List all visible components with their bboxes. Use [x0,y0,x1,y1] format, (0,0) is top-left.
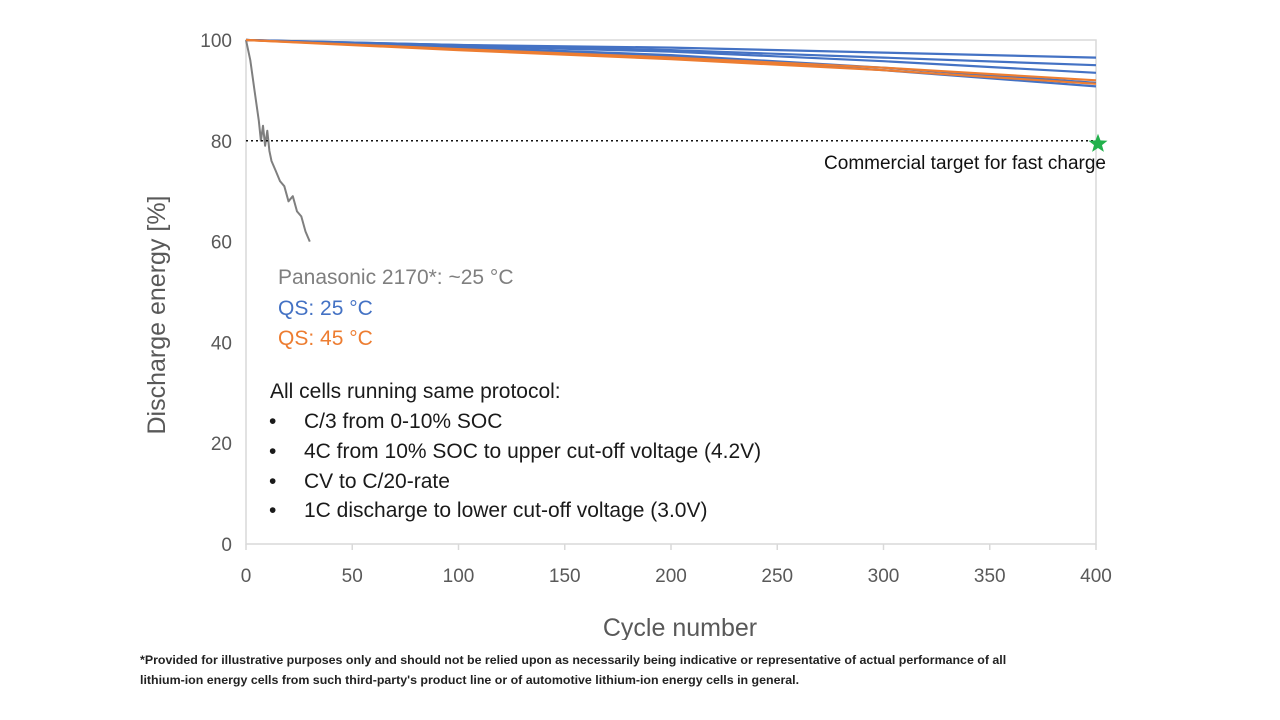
x-tick-label: 400 [1080,566,1112,587]
target-star-icon [1088,133,1108,152]
footnote-line: lithium-ion energy cells from such third… [140,673,800,687]
protocol-item: 4C from 10% SOC to upper cut-off voltage… [304,440,761,463]
protocol-annotation: All cells running same protocol: • C/3 f… [269,380,761,522]
axis-ticks: 0 50 100 150 200 250 300 350 400 0 20 40 60 80 100 [200,31,1112,587]
y-tick-label: 100 [200,31,232,52]
legend-qs-25c: QS: 25 °C [278,297,373,320]
legend: Panasonic 2170*: ~25 °C QS: 25 °C QS: 45… [278,266,513,350]
protocol-item: CV to C/20-rate [304,470,450,493]
y-axis-title: Discharge energy [%] [143,195,171,434]
x-tick-label: 200 [655,566,687,587]
legend-panasonic: Panasonic 2170*: ~25 °C [278,266,513,289]
x-tick-label: 0 [241,566,252,587]
series-line [245,39,311,242]
y-tick-label: 20 [211,434,232,455]
protocol-bullet: • [269,440,276,463]
series-lines [245,38,1097,242]
series-line [245,38,1097,85]
protocol-bullet: • [269,499,276,522]
footnote-line: *Provided for illustrative purposes only… [140,653,1007,667]
plot-area [245,39,1097,545]
protocol-item: 1C discharge to lower cut-off voltage (3… [304,499,707,522]
x-tick-label: 50 [342,566,363,587]
chart: 0 50 100 150 200 250 300 350 400 0 20 40 60 80 100 Com… [143,31,1112,640]
protocol-bullet: • [269,470,276,493]
protocol-item: C/3 from 0-10% SOC [304,410,502,433]
x-tick-label: 100 [443,566,475,587]
x-tick-label: 150 [549,566,581,587]
x-tick-label: 250 [761,566,793,587]
disclaimer-footnote: *Provided for illustrative purposes only… [140,650,1160,690]
legend-qs-45c: QS: 45 °C [278,327,373,350]
y-tick-label: 40 [211,333,232,354]
target-label: Commercial target for fast charge [824,153,1106,174]
y-tick-label: 60 [211,233,232,254]
x-tick-label: 300 [868,566,900,587]
y-tick-label: 0 [221,535,232,556]
protocol-bullet: • [269,410,276,433]
x-tick-label: 350 [974,566,1006,587]
y-tick-label: 80 [211,132,232,153]
x-axis-title: Cycle number [603,614,757,640]
protocol-heading: All cells running same protocol: [270,380,561,403]
